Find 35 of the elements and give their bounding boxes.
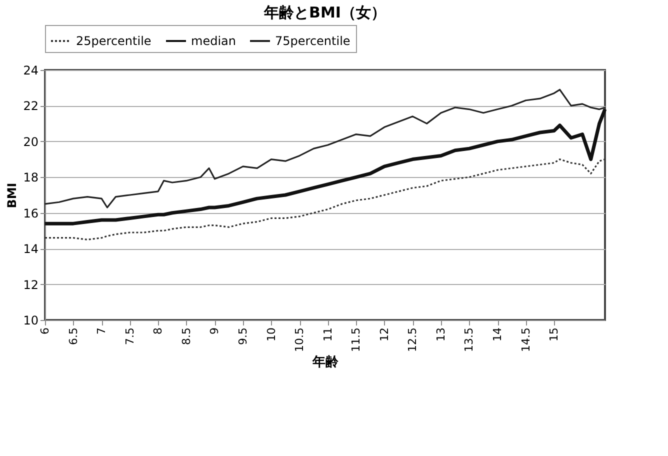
x-tick-label: 8 (152, 328, 165, 334)
x-tick-label: 13.5 (462, 328, 476, 352)
line-series (43, 108, 607, 226)
y-tick-label: 14 (23, 242, 38, 256)
x-tick-label: 12.5 (406, 328, 420, 352)
y-tick-label: 16 (23, 206, 38, 220)
x-tick-label: 9 (208, 328, 222, 334)
y-tick-label: 22 (23, 99, 38, 114)
x-tick-label: 14.5 (519, 328, 532, 352)
legend-label: 25percentile (76, 34, 152, 48)
y-tick-label: 18 (23, 170, 38, 185)
legend-label: 75percentile (275, 34, 350, 48)
x-tick-label: 10 (264, 328, 278, 342)
x-tick-label: 6.5 (66, 328, 80, 345)
y-tick-label: 12 (23, 278, 38, 292)
y-axis-title: BMI (5, 182, 20, 208)
x-tick-label: 13 (434, 328, 448, 342)
y-tick-label: 24 (23, 64, 38, 78)
legend-label: median (191, 34, 236, 48)
x-tick-label: 11 (321, 328, 334, 342)
x-tick-label: 15 (548, 328, 561, 342)
x-tick-label: 9.5 (236, 328, 250, 345)
line-series (44, 88, 606, 208)
x-tick-label: 7.5 (123, 328, 136, 345)
x-tick-label: 14 (491, 328, 504, 342)
chart-title: 年齢とBMI（女） (263, 4, 386, 22)
x-tick-label: 7 (95, 328, 108, 334)
line-series (44, 158, 606, 240)
x-tick-label: 12 (378, 328, 391, 342)
x-tick-label: 6 (38, 328, 52, 334)
y-tick-label: 20 (23, 134, 38, 149)
x-tick-label: 10.5 (293, 328, 306, 352)
x-tick-label: 11.5 (350, 328, 363, 352)
x-axis-title: 年齢 (312, 354, 340, 370)
x-tick-label: 8.5 (180, 328, 193, 345)
